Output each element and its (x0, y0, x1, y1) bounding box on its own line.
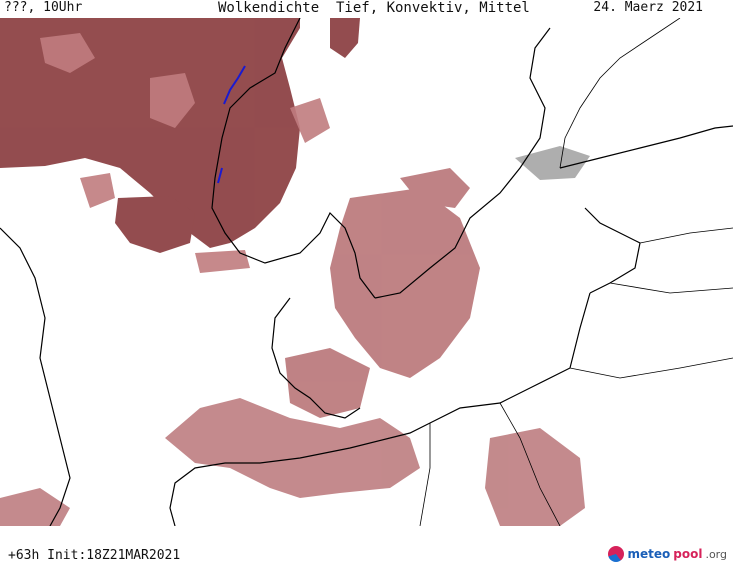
logo-text-org: .org (705, 547, 727, 561)
header-bar: ???, 10Uhr Wolkendichte Tief, Konvektiv,… (0, 0, 733, 18)
run-info: +63h Init:18Z21MAR2021 (8, 548, 181, 563)
cloud-stipple-baltic (515, 146, 590, 180)
cloud-layer-light-patches (40, 33, 330, 273)
meteopool-logo[interactable]: meteo pool .org (608, 546, 727, 562)
cloud-band-central (285, 168, 480, 418)
forecast-date: 24. Maerz 2021 (593, 0, 703, 15)
logo-text-meteo: meteo (627, 547, 671, 561)
borders (419, 18, 733, 526)
footer-bar: +63h Init:18Z21MAR2021 meteo pool .org (0, 526, 733, 566)
cloud-band-south (0, 398, 585, 526)
logo-mark-icon (608, 546, 625, 562)
map-title: Wolkendichte Tief, Konvektiv, Mittel (218, 0, 530, 16)
cloud-density-map (0, 18, 733, 526)
logo-text-pool: pool (673, 547, 703, 561)
coast-highlight (217, 65, 246, 184)
cloud-layer-dense (0, 18, 360, 253)
forecast-time-label: ???, 10Uhr (4, 0, 83, 15)
